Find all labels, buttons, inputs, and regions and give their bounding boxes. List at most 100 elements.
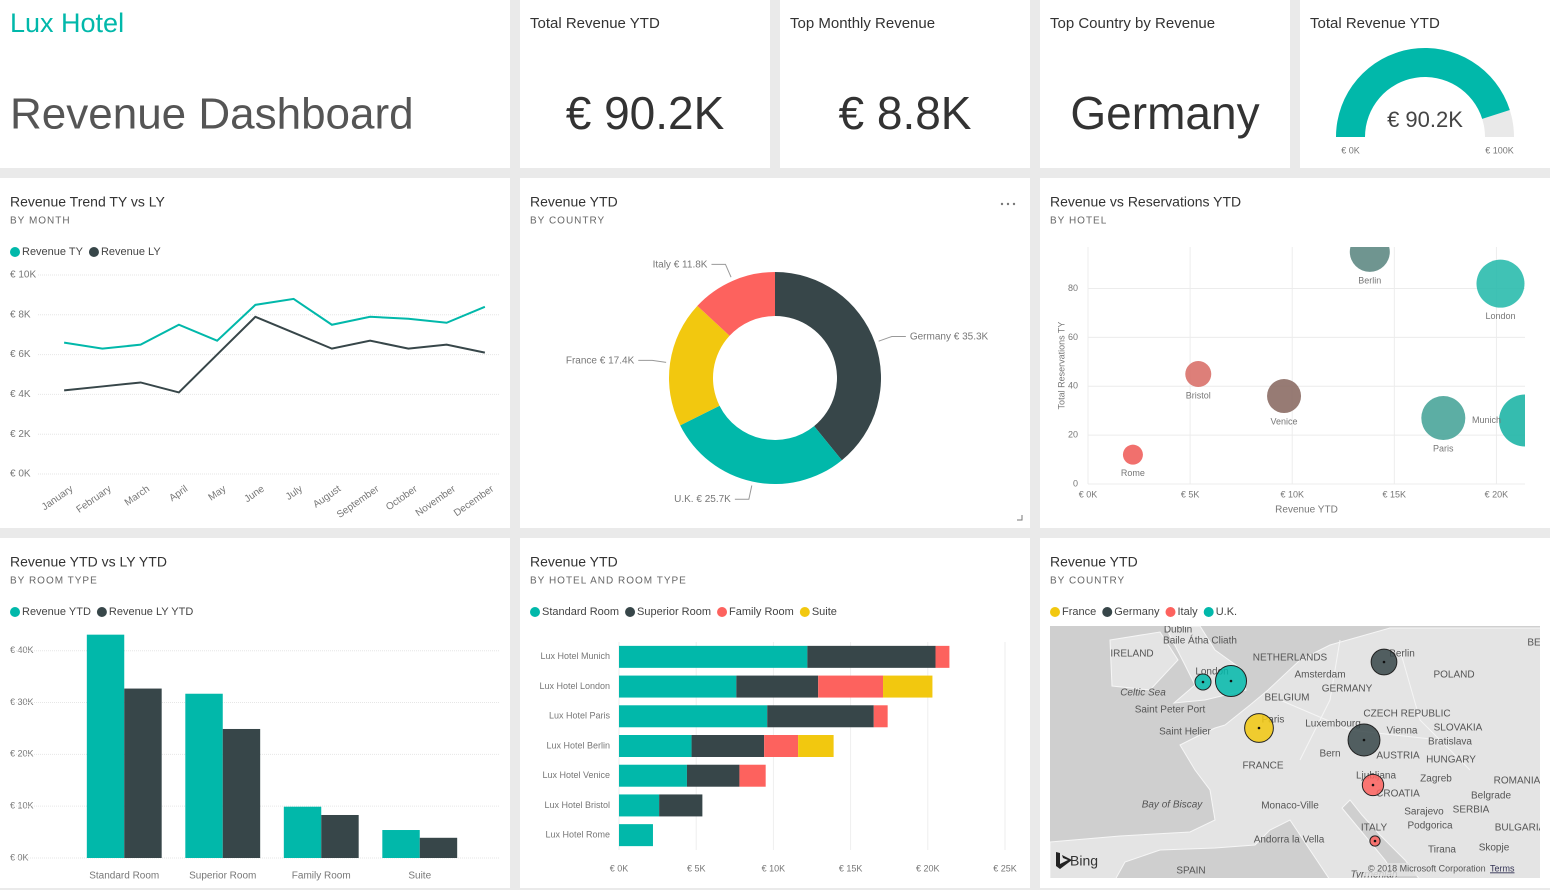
bubble bbox=[1421, 396, 1466, 441]
more-options[interactable] bbox=[1000, 202, 1016, 206]
bar bbox=[86, 634, 125, 858]
legend-marker bbox=[799, 607, 810, 617]
legend-label: Revenue YTD bbox=[22, 606, 91, 618]
y-tick-label: € 0K bbox=[10, 469, 31, 480]
bubble bbox=[1499, 394, 1525, 447]
x-tick-label: € 25K bbox=[993, 863, 1017, 873]
y-tick-label: Lux Hotel Bristol bbox=[544, 800, 610, 810]
data-label: Germany € 35.3K bbox=[910, 331, 989, 342]
y-tick-label: € 10K bbox=[10, 801, 34, 811]
legend-label: U.K. bbox=[1216, 606, 1237, 618]
data-label-category: France bbox=[566, 355, 598, 366]
map-label: CROATIA bbox=[1376, 789, 1420, 800]
y-tick-label: Lux Hotel Munich bbox=[540, 651, 610, 661]
attribution: © 2018 Microsoft Corporation bbox=[1368, 863, 1486, 873]
map-label: HUNGARY bbox=[1426, 755, 1476, 766]
y-tick-label: Lux Hotel Paris bbox=[549, 711, 611, 721]
dot bbox=[1000, 202, 1004, 206]
y-axis-title: Total Reservations TY bbox=[1056, 322, 1066, 410]
x-tick-label: Family Room bbox=[292, 871, 351, 882]
legend-label: Revenue TY bbox=[22, 246, 84, 258]
land bbox=[1050, 627, 1540, 878]
bar-segment bbox=[764, 735, 799, 757]
legend-label: Suite bbox=[812, 606, 837, 618]
bar-segment bbox=[619, 794, 660, 817]
tile bbox=[0, 178, 510, 528]
card-value: Germany bbox=[1070, 87, 1259, 139]
bing-logo bbox=[1056, 852, 1072, 869]
map-label: AUSTRIA bbox=[1376, 751, 1420, 762]
bubble-center bbox=[1373, 839, 1377, 843]
brand: Lux Hotel bbox=[10, 8, 124, 38]
map-label: Baile Átha Cliath bbox=[1163, 634, 1237, 647]
data-label-category: Italy bbox=[653, 259, 671, 270]
y-tick-label: € 30K bbox=[10, 697, 34, 707]
border bbox=[1399, 649, 1471, 771]
chart-subtitle: BY HOTEL bbox=[1050, 216, 1107, 227]
resize-handle[interactable] bbox=[1017, 515, 1023, 521]
dashboard-title: Revenue Dashboard bbox=[10, 90, 414, 139]
y-tick-label: Lux Hotel Berlin bbox=[546, 740, 610, 750]
x-tick-label: € 5K bbox=[687, 863, 706, 873]
x-tick-label: Standard Room bbox=[89, 871, 159, 882]
x-tick-label: Superior Room bbox=[189, 871, 256, 882]
point-label: Bristol bbox=[1186, 390, 1211, 400]
card-value: € 8.8K bbox=[839, 87, 972, 139]
map-label: ROMANIA bbox=[1494, 776, 1541, 787]
y-tick-label: € 4K bbox=[10, 389, 31, 400]
bar bbox=[222, 728, 261, 858]
gauge-value bbox=[1336, 47, 1510, 137]
bar-segment bbox=[619, 764, 687, 787]
card-value: € 90.2K bbox=[566, 87, 725, 139]
map-label: Belgrade bbox=[1471, 791, 1511, 802]
terms-link[interactable]: Terms bbox=[1490, 863, 1515, 873]
y-tick-label: 0 bbox=[1073, 478, 1078, 488]
map-label: Celtic Sea bbox=[1120, 688, 1166, 699]
data-label: France € 17.4K bbox=[566, 355, 635, 366]
map-label: SERBIA bbox=[1453, 805, 1490, 816]
map-label: Dublin bbox=[1164, 625, 1192, 636]
map-label: SPAIN bbox=[1176, 866, 1205, 877]
map-label: BULGARIA bbox=[1495, 823, 1546, 834]
point-label: Paris bbox=[1433, 443, 1454, 453]
bar-segment bbox=[767, 705, 874, 728]
chart-subtitle: BY ROOM TYPE bbox=[10, 576, 98, 587]
chart-title: Revenue Trend TY vs LY bbox=[10, 194, 166, 210]
bubble bbox=[1476, 259, 1525, 308]
data-label-category: Germany bbox=[910, 331, 951, 342]
y-tick-label: 20 bbox=[1068, 430, 1078, 440]
plot-area: Berlin London Bristol Venice Paris Rome bbox=[1121, 247, 1525, 478]
x-tick-label: € 15K bbox=[1383, 489, 1407, 499]
bar-segment bbox=[619, 824, 653, 847]
point-label: Rome bbox=[1121, 468, 1145, 478]
tile bbox=[1300, 0, 1550, 168]
line bbox=[64, 315, 486, 394]
legend-marker bbox=[88, 247, 99, 257]
x-tick-label: € 10K bbox=[762, 863, 786, 873]
chart-title: Revenue YTD vs LY YTD bbox=[10, 554, 167, 570]
bubble bbox=[1349, 247, 1390, 272]
bubble-center bbox=[1382, 660, 1386, 664]
gauge-min-label: € 0K bbox=[1341, 145, 1360, 155]
bar-segment bbox=[807, 645, 936, 668]
legend-label: Revenue LY YTD bbox=[109, 606, 193, 618]
chart-title: Revenue YTD bbox=[1050, 554, 1138, 570]
donut-slice bbox=[680, 405, 842, 485]
bubble-center bbox=[1229, 679, 1233, 683]
legend-label: Superior Room bbox=[637, 606, 711, 618]
chart-title: Total Revenue YTD bbox=[1310, 15, 1440, 32]
attribution-bg bbox=[1364, 863, 1539, 876]
legend-label: France bbox=[1062, 606, 1096, 618]
bubble bbox=[1122, 444, 1143, 465]
y-tick-label: Lux Hotel Venice bbox=[542, 770, 610, 780]
bar-segment bbox=[619, 675, 737, 698]
data-label-value: € 17.4K bbox=[600, 355, 635, 366]
legend-marker bbox=[1165, 607, 1176, 617]
y-tick-label: 80 bbox=[1068, 283, 1078, 293]
map-label: Bay of Biscay bbox=[1142, 800, 1204, 811]
x-tick-label: € 20K bbox=[1485, 489, 1509, 499]
data-label-value: € 11.8K bbox=[674, 259, 708, 270]
bar-segment bbox=[873, 705, 888, 728]
bar-segment bbox=[883, 675, 933, 698]
